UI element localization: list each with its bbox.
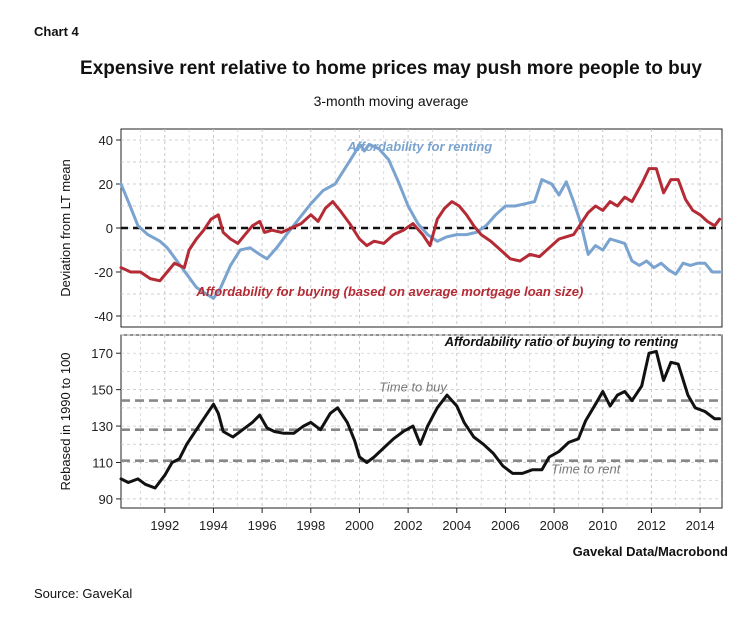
chart-subtitle: 3-month moving average: [313, 93, 469, 109]
x-tick-label: 1998: [296, 518, 325, 533]
panel-2-frame: [120, 334, 723, 509]
panel-1-y-tick-label: 20: [99, 177, 113, 192]
threshold-label: Time to buy: [379, 379, 448, 394]
x-tick-label: 2006: [491, 518, 520, 533]
x-tick-label: 2010: [588, 518, 617, 533]
x-tick-label: 1994: [199, 518, 228, 533]
panel-2-y-tick-label: 110: [92, 455, 113, 470]
panel-1-series-label-2: Affordability for buying (based on avera…: [195, 284, 583, 299]
data-source-credit: Gavekal Data/Macrobond: [572, 544, 728, 559]
panel-1-series-label-1: Affordability for renting: [346, 139, 492, 154]
x-tick-label: 2000: [345, 518, 374, 533]
x-tick-label: 2012: [637, 518, 666, 533]
x-tick-label: 2004: [442, 518, 471, 533]
panel-2-y-tick-label: 90: [99, 492, 113, 507]
panel-1-y-axis-label: Deviation from LT mean: [58, 159, 73, 297]
panel-2-y-tick-label: 130: [91, 419, 113, 434]
panel-1-y-tick-label: 40: [99, 133, 113, 148]
x-tick-label: 2002: [394, 518, 423, 533]
x-tick-label: 1992: [150, 518, 179, 533]
panel-1-series-line-2: [119, 167, 722, 283]
source-note: Source: GaveKal: [34, 586, 133, 601]
chart-label: Chart 4: [34, 24, 79, 39]
x-tick-label: 2008: [540, 518, 569, 533]
panel-1-y-tick-label: -20: [94, 265, 113, 280]
panel-2-y-axis-label: Rebased in 1990 to 100: [58, 352, 73, 490]
threshold-label: Time to rent: [551, 461, 622, 476]
panel-1-y-tick-label: -40: [94, 309, 113, 324]
panel-2-series-label-1: Affordability ratio of buying to renting: [444, 334, 679, 349]
panel-1-series-line-1: [119, 142, 722, 300]
x-tick-label: 1996: [248, 518, 277, 533]
x-tick-label: 2014: [686, 518, 715, 533]
panel-2-y-tick-label: 170: [91, 346, 113, 361]
chart-title: Expensive rent relative to home prices m…: [80, 58, 702, 79]
panel-1-y-tick-label: 0: [106, 221, 113, 236]
panel-2-series-line-1: [119, 349, 722, 490]
panel-2-y-tick-label: 150: [91, 383, 113, 398]
